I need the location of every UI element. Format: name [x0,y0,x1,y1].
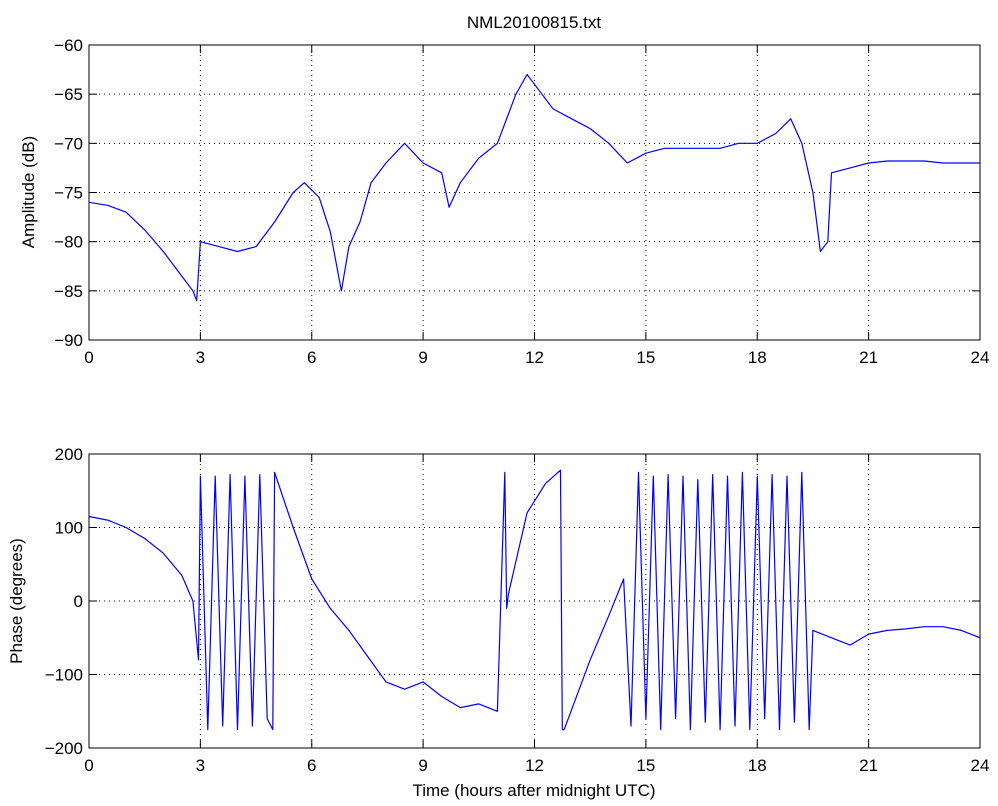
phase-panel: 0 3 6 9 12 15 18 21 24 −200 −100 0 100 200 Phase (deg… [7,445,989,800]
phase-y-tick-label: 100 [55,519,83,538]
amplitude-x-tick-label: 3 [196,348,205,367]
amplitude-y-tick-label: −60 [54,36,83,55]
amplitude-panel: 0 3 6 9 12 15 18 21 24 −90 −85 −80 −75 −70 −65 −60 Ampl… [19,36,989,367]
phase-x-tick-label: 9 [418,756,427,775]
amplitude-x-tick-label: 9 [418,348,427,367]
phase-y-tick-label: 200 [55,445,83,464]
amplitude-y-tick-label: −65 [54,85,83,104]
amplitude-x-tick-label: 12 [525,348,544,367]
phase-series-group [88,469,981,731]
phase-x-tick-label: 6 [307,756,316,775]
amplitude-x-tick-label: 6 [307,348,316,367]
phase-x-tick-label: 18 [748,756,767,775]
phase-series-line-0 [88,469,981,731]
amplitude-x-tick-label: 0 [84,348,93,367]
phase-x-tick-label: 12 [525,756,544,775]
phase-x-tick-label: 0 [84,756,93,775]
phase-x-tick-label: 24 [971,756,990,775]
phase-x-axis-label: Time (hours after midnight UTC) [412,781,655,800]
amplitude-x-tick-label: 24 [971,348,990,367]
chart-title: NML20100815.txt [467,13,601,32]
phase-x-tick-label: 21 [859,756,878,775]
amplitude-ticks: 0 3 6 9 12 15 18 21 24 −90 −85 −80 −75 −70 −65 −60 [54,36,989,367]
phase-x-tick-label: 15 [636,756,655,775]
amplitude-x-tick-label: 18 [748,348,767,367]
phase-y-tick-label: −200 [45,739,83,758]
amplitude-y-tick-label: −75 [54,184,83,203]
amplitude-y-tick-label: −70 [54,134,83,153]
amplitude-series-group [88,73,980,302]
phase-y-axis-label: Phase (degrees) [7,538,26,664]
phase-ticks: 0 3 6 9 12 15 18 21 24 −200 −100 0 100 200 [45,445,990,775]
amplitude-y-tick-label: −90 [54,331,83,350]
phase-y-tick-label: 0 [74,592,83,611]
amplitude-y-axis-label: Amplitude (dB) [19,136,38,248]
amplitude-grid [89,45,980,340]
amplitude-series-line-0 [88,73,980,302]
phase-x-tick-label: 3 [196,756,205,775]
amplitude-x-tick-label: 15 [636,348,655,367]
amplitude-y-tick-label: −80 [54,233,83,252]
phase-y-tick-label: −100 [45,666,83,685]
amplitude-x-tick-label: 21 [859,348,878,367]
amplitude-y-tick-label: −85 [54,282,83,301]
